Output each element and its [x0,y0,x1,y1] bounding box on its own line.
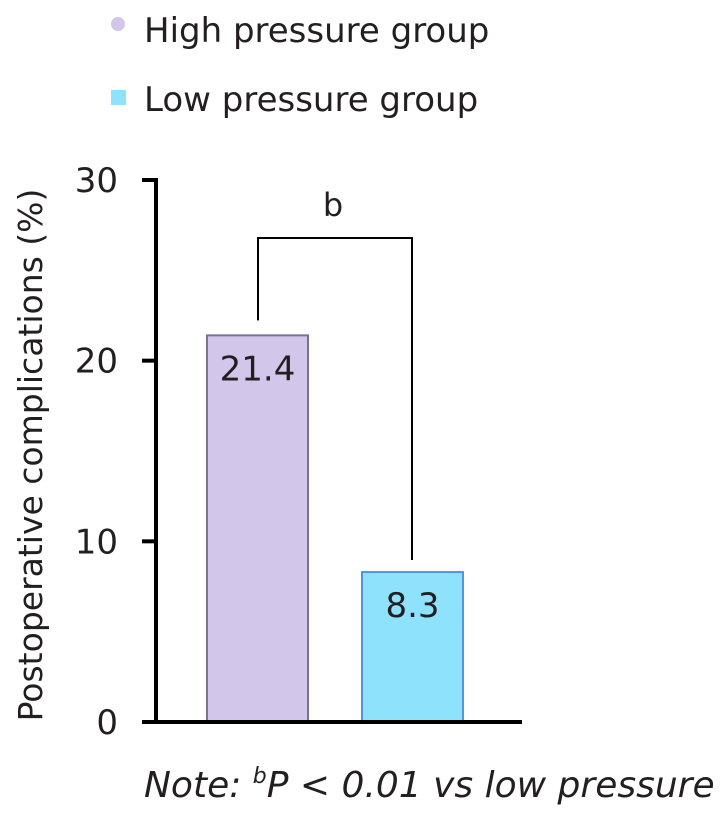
legend-marker-low-pressure [111,90,126,105]
bar-high-pressure [206,334,309,723]
legend-label-high-pressure: High pressure group [144,11,489,51]
bar-low-pressure [361,571,464,724]
y-tick-label: 30 [75,161,118,201]
legend: High pressure group Low pressure group [111,11,489,120]
footnote: Note: bP < 0.01 vs low pressure [144,764,715,806]
data-label-high-pressure: 21.4 [220,349,296,389]
footnote-rest: P < 0.01 vs low pressure [267,765,715,806]
y-axis-label: Postoperative complications (%) [11,189,50,722]
y-tick-label: 0 [96,703,118,743]
significance-label: b [323,186,343,224]
legend-item-low-pressure: Low pressure group [111,80,478,120]
y-ticks: 0 10 20 30 [75,161,156,743]
bracket-line [257,237,413,561]
significance-bracket: b [257,186,413,561]
data-label-low-pressure: 8.3 [385,586,439,626]
legend-label-low-pressure: Low pressure group [144,80,478,120]
y-tick-label: 20 [75,342,118,382]
footnote-prefix: Note: [144,765,253,806]
legend-item-high-pressure: High pressure group [111,11,489,51]
legend-marker-high-pressure [111,17,125,31]
footnote-superscript: b [253,764,267,789]
bars: 21.4 8.3 [206,334,464,724]
axes: 0 10 20 30 [75,161,522,743]
y-tick-label: 10 [75,522,118,562]
